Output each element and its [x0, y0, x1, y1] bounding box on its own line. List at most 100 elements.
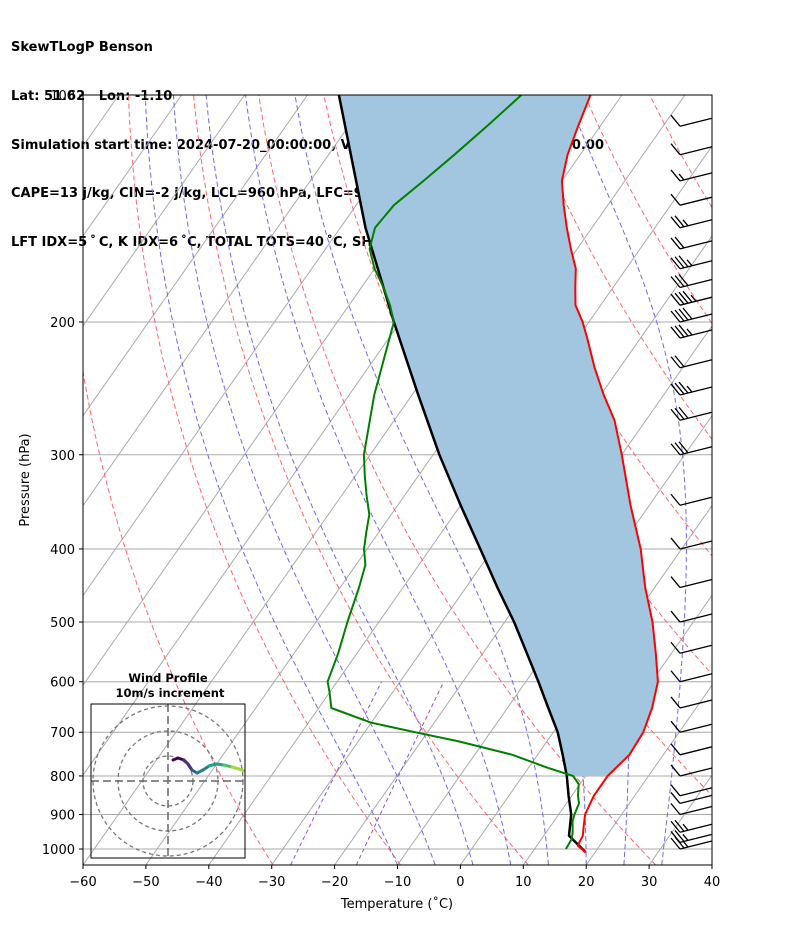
- isotherm-gridline: [145, 95, 686, 865]
- wind-barb-flag: [678, 324, 689, 337]
- wind-barb: [670, 274, 713, 289]
- wind-barb-flag: [670, 537, 681, 550]
- wind-barb-staff: [679, 723, 713, 733]
- wind-barb-staff: [679, 411, 713, 421]
- wind-barb-staff: [679, 613, 713, 623]
- wind-barb-flag: [670, 310, 681, 323]
- dry-adiabat: [780, 95, 794, 865]
- wind-barb-staff: [679, 823, 713, 833]
- wind-barb: [670, 193, 713, 206]
- dewpoint-line: [326, 95, 580, 850]
- moist-adiabat: [294, 95, 549, 865]
- x-tick-label: 20: [578, 875, 595, 890]
- x-tick-label: −30: [258, 875, 285, 890]
- wind-barb-flag: [670, 670, 681, 683]
- wind-barb-staff: [679, 196, 713, 206]
- wind-barb: [670, 792, 713, 805]
- x-tick-label: 40: [704, 875, 721, 890]
- wind-barb: [670, 355, 713, 369]
- wind-barb-half: [690, 294, 697, 302]
- hodograph-segment: [237, 767, 245, 773]
- wind-barb: [670, 307, 713, 323]
- location-text: Lat: 51.62 Lon: -1.10: [11, 89, 173, 105]
- wind-barb-flag: [670, 356, 681, 369]
- wind-barb-staff: [679, 644, 713, 654]
- x-tick-label: 0: [456, 875, 464, 890]
- wind-barb-staff: [679, 446, 713, 456]
- wind-barb-half: [682, 823, 689, 831]
- moist-adiabat: [566, 95, 687, 865]
- wind-barb-staff: [679, 673, 713, 683]
- wind-barb: [670, 381, 713, 396]
- y-tick-label: 200: [50, 316, 75, 331]
- wind-barb: [670, 255, 713, 270]
- wind-barb-staff: [679, 146, 713, 156]
- wind-barb-flag: [678, 381, 689, 394]
- inset-frame: [90, 703, 246, 859]
- isotherm-gridline: [83, 95, 434, 597]
- wind-barb-flag: [670, 326, 681, 339]
- wind-barb: [670, 784, 713, 797]
- y-tick-label: 300: [50, 449, 75, 464]
- wind-barb-flag: [670, 493, 681, 506]
- axis-layer: −60 −50 −40 −30 −20 −10 0 10 20 30 40 100 200 300 400 5…: [42, 89, 720, 890]
- wind-barb-flag: [670, 143, 681, 156]
- wind-barb-flag: [670, 837, 681, 850]
- wind-barb-staff: [679, 746, 713, 756]
- wind-barb: [670, 143, 713, 156]
- wind-barb-staff: [679, 699, 713, 709]
- x-tick-label: 30: [641, 875, 658, 890]
- wind-barb-half: [682, 833, 689, 841]
- x-tick-label: −60: [69, 875, 96, 890]
- wind-barb-staff: [679, 172, 713, 182]
- wind-barb-flag: [670, 784, 681, 797]
- wind-profile-inset: Wind Profile 10m/s increment: [90, 671, 246, 859]
- isotherm-gridline: [459, 504, 712, 865]
- wind-barb-flag: [670, 443, 681, 456]
- wind-barb-staff: [679, 840, 713, 850]
- y-tick-label: 900: [50, 809, 75, 824]
- x-tick-label: −40: [195, 875, 222, 890]
- wind-barb-staff: [679, 496, 713, 506]
- wind-barb: [670, 215, 713, 229]
- wind-barb-flag: [670, 820, 681, 833]
- wind-barb-staff: [679, 329, 713, 339]
- dry-adiabat: [518, 95, 712, 441]
- wind-barb-flag: [674, 442, 685, 455]
- cape-shade-layer: [338, 95, 658, 776]
- y-tick-label: 1000: [42, 843, 75, 858]
- wind-barb-half: [686, 259, 693, 267]
- wind-barb-flag: [670, 576, 681, 588]
- wind-barb-flag: [670, 383, 681, 396]
- parcel-profile-line: [337, 95, 587, 854]
- wind-barb: [670, 537, 713, 550]
- y-tick-label: 100: [50, 89, 75, 104]
- wind-barb-flag: [670, 720, 681, 733]
- wind-barb-flag: [670, 792, 681, 804]
- moist-adiabat: [205, 95, 474, 865]
- dry-adiabat: [715, 95, 794, 865]
- isotherm-gridline: [83, 95, 371, 507]
- y-tick-label: 700: [50, 726, 75, 741]
- wind-barb-flag: [674, 309, 685, 322]
- wind-barb-flag: [670, 216, 681, 229]
- wind-barb: [670, 641, 713, 654]
- cape-shaded-area: [338, 95, 658, 776]
- wind-barb-flag: [670, 193, 681, 206]
- wind-barb-flag: [670, 114, 681, 127]
- wind-barb: [670, 803, 713, 816]
- moist-adiabat: [144, 95, 398, 865]
- wind-barb-flag: [670, 169, 681, 182]
- mixing-ratio-line: [355, 681, 445, 865]
- y-axis-label: Pressure (hPa): [18, 433, 33, 526]
- x-axis-label: Temperature (˚C): [340, 896, 453, 912]
- wind-barb: [670, 819, 713, 833]
- wind-barb-flag: [674, 325, 685, 338]
- wind-barb-flag: [674, 382, 685, 395]
- wind-barb-staff: [679, 794, 713, 805]
- wind-barb-half: [686, 328, 693, 336]
- wind-barb-flag: [670, 764, 681, 777]
- isotherm-gridline: [397, 414, 712, 865]
- wind-barb-staff: [679, 540, 713, 550]
- wind-barb: [670, 324, 713, 339]
